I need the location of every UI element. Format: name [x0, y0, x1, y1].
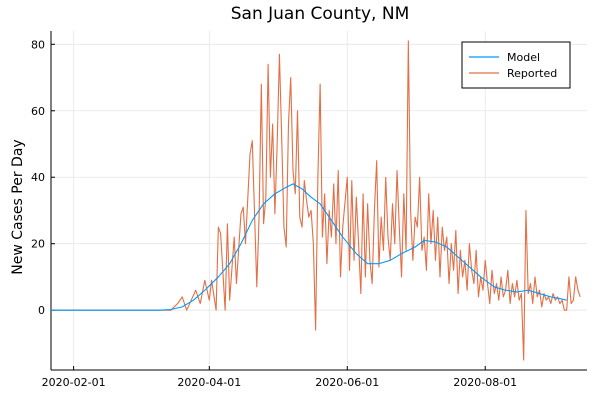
legend-label-reported: Reported: [507, 67, 557, 80]
y-tick-label-4: 80: [31, 38, 45, 51]
x-tick-label-2: 2020-06-01: [315, 376, 379, 389]
axes: [50, 31, 587, 371]
y-axis-label: New Cases Per Day: [10, 139, 26, 274]
legend-box: [461, 41, 571, 89]
series-line-model: [51, 183, 567, 311]
y-tick-label-0: 0: [38, 304, 45, 317]
y-tick-label-2: 40: [31, 171, 45, 184]
legend: Model Reported: [461, 41, 571, 89]
x-tick-label-0: 2020-02-01: [42, 376, 106, 389]
legend-label-model: Model: [507, 51, 540, 64]
chart-title: San Juan County, NM: [231, 4, 410, 24]
x-tick-label-1: 2020-04-01: [177, 376, 241, 389]
y-tick-label-1: 20: [31, 238, 45, 251]
tick-labels: 2020-02-01 2020-04-01 2020-06-01 2020-08-01…: [31, 38, 517, 389]
series-line-reported: [51, 40, 581, 361]
x-tick-label-3: 2020-08-01: [453, 376, 517, 389]
y-tick-label-3: 60: [31, 105, 45, 118]
series-lines: [51, 40, 581, 361]
